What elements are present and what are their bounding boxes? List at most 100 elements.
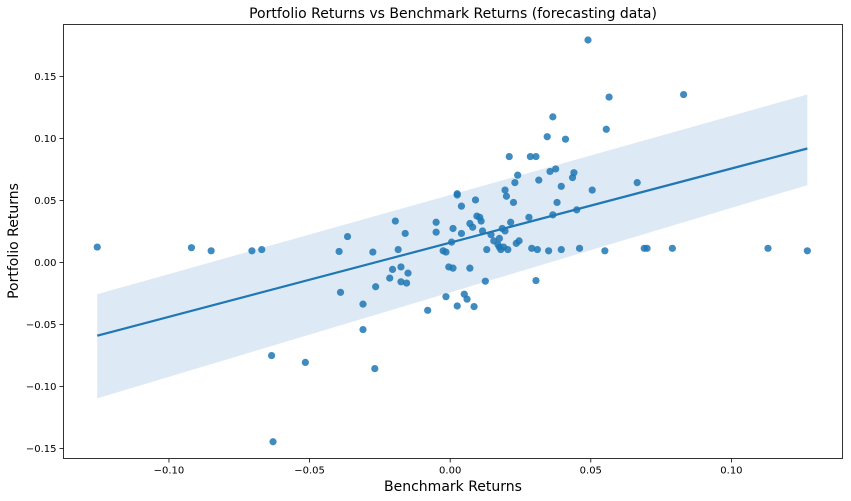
data-point: [343, 232, 352, 241]
confidence-band: [97, 94, 808, 399]
y-tick-label: 0.10: [34, 134, 56, 145]
x-axis-ticks: −0.10 −0.05 0.00 0.05 0.10: [154, 458, 743, 477]
x-axis-label: Benchmark Returns: [384, 479, 522, 495]
data-point: [187, 244, 196, 252]
data-point: [668, 244, 676, 252]
data-point: [549, 113, 557, 121]
data-point: [336, 288, 345, 296]
data-point: [532, 152, 540, 161]
data-point: [504, 245, 512, 254]
data-point: [301, 358, 309, 366]
data-point: [248, 247, 256, 255]
points-layer: [93, 36, 811, 446]
data-point: [501, 186, 509, 194]
data-point: [553, 198, 561, 207]
y-axis-ticks: −0.15 −0.10 −0.05 0.00 0.05 0.10 0.15: [26, 72, 64, 455]
data-point: [633, 179, 641, 187]
data-point: [477, 217, 485, 225]
data-point: [545, 247, 553, 255]
data-point: [359, 300, 367, 308]
data-point: [543, 133, 551, 141]
data-point: [432, 218, 440, 226]
data-point: [432, 228, 440, 236]
x-tick-label: 0.05: [580, 466, 602, 477]
data-point: [449, 264, 457, 272]
data-point: [457, 202, 466, 210]
data-point: [532, 276, 540, 285]
data-point: [584, 36, 592, 44]
data-point: [528, 244, 536, 252]
data-point: [93, 243, 101, 251]
data-point: [372, 283, 380, 291]
data-point: [515, 237, 523, 245]
x-tick-label: 0.10: [720, 466, 742, 477]
data-point: [509, 198, 518, 207]
data-point: [466, 264, 474, 272]
data-point: [359, 325, 367, 334]
data-point: [449, 224, 457, 233]
data-point: [803, 247, 811, 255]
data-point: [495, 234, 504, 242]
data-point: [471, 196, 480, 204]
data-point: [588, 186, 596, 194]
data-point: [391, 217, 399, 225]
data-point: [602, 125, 610, 133]
data-point: [442, 293, 450, 301]
data-point: [535, 176, 543, 184]
data-point: [207, 247, 215, 255]
data-point: [643, 244, 651, 252]
data-point: [388, 265, 397, 273]
chart-title: Portfolio Returns vs Benchmark Returns (…: [249, 6, 657, 22]
data-point: [507, 218, 515, 226]
data-point: [511, 179, 519, 187]
data-point: [605, 93, 613, 101]
data-point: [546, 167, 554, 176]
y-tick-label: 0.00: [34, 258, 56, 269]
data-point: [470, 303, 478, 311]
data-point: [453, 302, 461, 310]
x-tick-label: 0.00: [439, 466, 461, 477]
data-point: [394, 245, 402, 254]
data-point: [404, 269, 412, 277]
data-point: [557, 245, 565, 254]
data-point: [552, 165, 560, 173]
data-point: [526, 152, 534, 161]
data-point: [601, 247, 609, 255]
data-point: [453, 190, 461, 198]
data-point: [514, 171, 522, 179]
data-point: [469, 223, 477, 231]
data-point: [680, 90, 688, 99]
regression-line-layer: [96, 147, 808, 337]
data-point: [561, 135, 570, 143]
data-point: [525, 213, 533, 221]
data-point: [402, 279, 411, 287]
data-point: [269, 438, 277, 446]
data-point: [483, 245, 491, 254]
data-point: [570, 169, 578, 177]
data-point: [386, 274, 394, 282]
data-point: [557, 182, 565, 190]
data-point: [764, 244, 772, 252]
data-point: [481, 277, 489, 285]
data-point: [258, 245, 266, 254]
data-point: [369, 248, 377, 256]
regression-line: [96, 147, 808, 337]
y-tick-label: −0.05: [26, 320, 57, 331]
y-tick-label: 0.05: [34, 196, 56, 207]
confidence-band-layer: [97, 94, 808, 399]
data-point: [442, 248, 450, 256]
data-point: [371, 365, 379, 373]
data-point: [575, 244, 584, 252]
y-tick-label: 0.15: [34, 72, 56, 83]
x-tick-label: −0.10: [154, 466, 185, 477]
y-axis-label: Portfolio Returns: [6, 183, 22, 299]
y-tick-label: −0.10: [26, 382, 57, 393]
y-tick-label: −0.15: [26, 444, 57, 455]
data-point: [457, 229, 466, 238]
data-point: [505, 152, 513, 161]
data-point: [424, 306, 432, 314]
data-point: [463, 295, 471, 303]
data-point: [397, 278, 405, 286]
data-point: [401, 229, 409, 238]
